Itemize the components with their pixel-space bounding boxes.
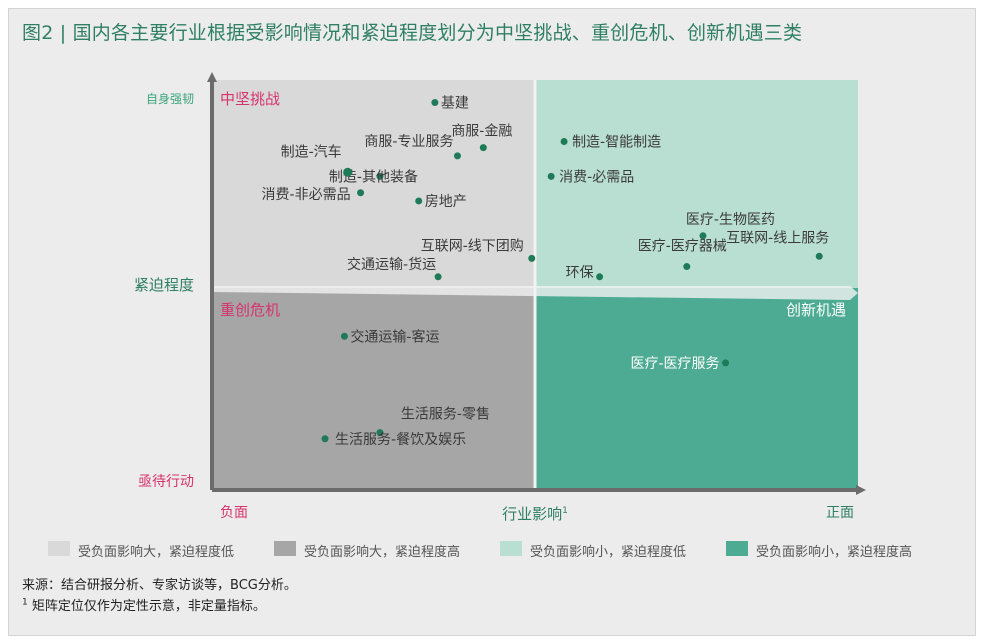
footnote: 1 矩阵定位仅作为定性示意，非定量指标。 xyxy=(22,595,266,614)
data-label: 互联网-线上服务 xyxy=(726,230,829,246)
y-axis-label: 紧迫程度 xyxy=(134,276,194,294)
data-point xyxy=(453,152,461,160)
figure-title: 图2 | 国内各主要行业根据受影响情况和紧迫程度划分为中坚挑战、重创危机、创新机… xyxy=(22,22,803,44)
legend-swatch xyxy=(500,541,522,556)
x-axis-arrow xyxy=(856,485,866,495)
x-tick-label: 负面 xyxy=(220,505,248,521)
data-point xyxy=(340,332,348,340)
data-label: 商服-专业服务 xyxy=(364,134,453,150)
legend-swatch xyxy=(274,541,296,556)
data-point xyxy=(357,189,365,197)
data-label: 房地产 xyxy=(425,194,467,210)
legend-swatch xyxy=(726,541,748,556)
data-point xyxy=(560,138,568,145)
legend-label: 受负面影响大，紧迫程度低 xyxy=(78,545,235,560)
data-point xyxy=(528,254,536,262)
footnote-text: 矩阵定位仅作为定性示意，非定量指标。 xyxy=(31,599,266,614)
data-point xyxy=(321,435,329,443)
quadrant-bottom-left xyxy=(212,288,535,490)
data-label: 互联网-线下团购 xyxy=(421,238,524,254)
legend-label: 受负面影响小，紧迫程度高 xyxy=(756,545,913,560)
y-axis-arrow xyxy=(207,72,217,82)
data-point xyxy=(699,232,707,240)
data-label: 制造-智能制造 xyxy=(572,135,661,151)
x-axis-label-sup: 1 xyxy=(562,506,568,516)
data-point xyxy=(431,99,439,107)
legend: 受负面影响大，紧迫程度低 受负面影响大，紧迫程度高 受负面影响小，紧迫程度低 受… xyxy=(48,538,948,564)
y-tick-label: 亟待行动 xyxy=(138,474,194,490)
y-tick-label: 自身强韧 xyxy=(146,91,194,106)
data-point xyxy=(376,172,384,180)
data-label: 制造-其他装备 xyxy=(329,168,418,185)
data-label: 医疗-生物医药 xyxy=(686,212,775,228)
data-point xyxy=(547,172,555,180)
legend-label: 受负面影响小，紧迫程度低 xyxy=(530,545,687,560)
quadrant-top-left xyxy=(212,80,535,288)
x-axis-label: 行业影响1 xyxy=(502,505,568,523)
quadrant-top-right xyxy=(535,80,858,288)
data-label: 消费-非必需品 xyxy=(262,187,351,203)
quadrant-label: 中坚挑战 xyxy=(220,90,280,108)
quadrant-bottom-right xyxy=(535,288,858,490)
data-label: 医疗-医疗器械 xyxy=(638,239,727,255)
quadrant-label: 重创危机 xyxy=(220,301,280,319)
data-point xyxy=(479,144,487,152)
data-point xyxy=(815,252,823,260)
source-note: 来源：结合研报分析、专家访谈等，BCG分析。 xyxy=(22,578,297,593)
data-point xyxy=(722,359,730,367)
data-label: 消费-必需品 xyxy=(559,169,634,185)
data-point xyxy=(343,167,353,177)
data-point xyxy=(434,273,442,281)
quadrant-label: 创新机遇 xyxy=(786,301,846,319)
data-label: 基建 xyxy=(441,95,469,112)
data-label: 生活服务-餐饮及娱乐 xyxy=(335,432,466,448)
data-label: 制造-汽车 xyxy=(281,143,342,160)
data-point xyxy=(683,263,691,271)
data-label: 交通运输-货运 xyxy=(347,256,436,273)
data-point xyxy=(415,197,423,205)
data-label: 交通运输-客运 xyxy=(350,328,439,345)
data-label: 生活服务-零售 xyxy=(401,407,490,423)
data-point xyxy=(596,273,604,281)
data-point xyxy=(376,429,384,437)
data-label: 商服-金融 xyxy=(451,124,512,140)
legend-label: 受负面影响大，紧迫程度高 xyxy=(304,545,461,560)
data-label: 环保 xyxy=(566,265,594,281)
x-tick-label: 正面 xyxy=(826,505,854,521)
legend-swatch xyxy=(48,541,70,556)
footnote-marker: 1 xyxy=(22,597,28,608)
data-label: 医疗-医疗服务 xyxy=(631,356,720,372)
